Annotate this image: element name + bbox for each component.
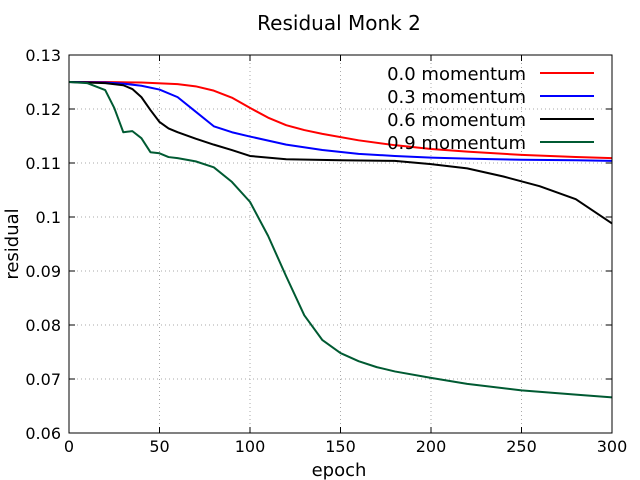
series-line-2	[69, 81, 612, 225]
series-line-3	[69, 81, 612, 399]
series-line-1	[69, 81, 612, 162]
grid	[69, 55, 612, 433]
y-tick-label: 0.08	[25, 316, 61, 335]
x-tick-label: 200	[416, 437, 447, 456]
y-tick-label: 0.12	[25, 100, 61, 119]
x-tick-label: 250	[506, 437, 537, 456]
legend-label-3: 0.9 momentum	[387, 133, 526, 154]
legend-label-2: 0.6 momentum	[387, 110, 526, 131]
y-tick-label: 0.11	[25, 154, 61, 173]
x-tick-label: 150	[325, 437, 356, 456]
legend-label-0: 0.0 momentum	[387, 64, 526, 85]
y-tick-label: 0.06	[25, 424, 61, 443]
x-tick-label: 300	[597, 437, 628, 456]
x-tick-label: 0	[64, 437, 74, 456]
y-tick-label: 0.1	[36, 208, 61, 227]
y-tick-label: 0.07	[25, 370, 61, 389]
y-tick-label: 0.13	[25, 46, 61, 65]
x-axis-title: epoch	[312, 460, 367, 480]
series-group	[69, 81, 612, 399]
y-axis-title: residual	[2, 208, 23, 279]
y-tick-label: 0.09	[25, 262, 61, 281]
legend-label-1: 0.3 momentum	[387, 87, 526, 108]
x-tick-label: 50	[149, 437, 169, 456]
chart-title: Residual Monk 2	[257, 11, 421, 35]
series-line-0	[69, 81, 612, 160]
x-tick-label: 100	[235, 437, 266, 456]
